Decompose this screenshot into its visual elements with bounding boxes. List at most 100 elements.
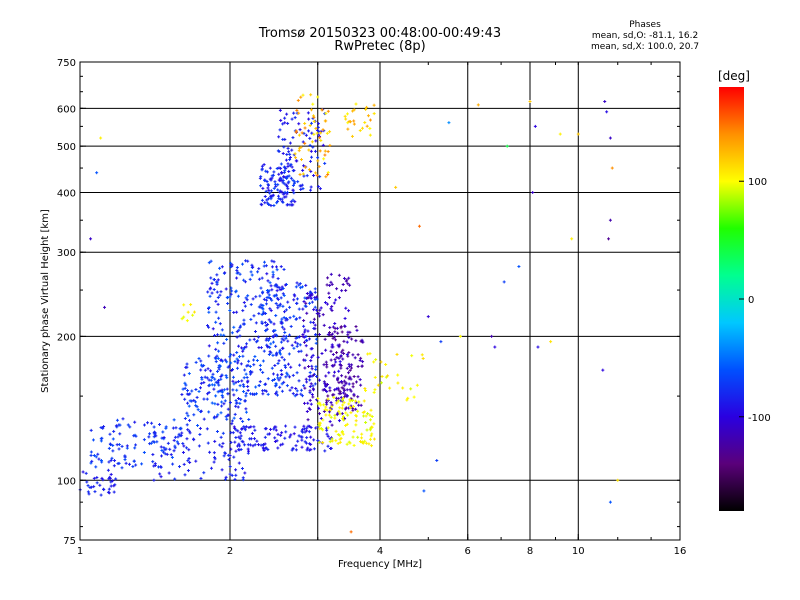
echo-point-s1-c0: [354, 413, 358, 417]
echo-point-s0-c4: [235, 266, 239, 270]
echo-point-s0-c6: [314, 333, 318, 337]
echo-point-s0-c7: [319, 417, 323, 421]
echo-point-s1-c2: [293, 152, 297, 156]
echo-point-s0-c1: [91, 438, 95, 442]
echo-point-s0-c6: [308, 290, 312, 294]
echo-point-s1-c3: [368, 126, 372, 130]
echo-point-s0-c2: [230, 473, 234, 477]
echo-point-s1-c0: [364, 420, 368, 424]
echo-point-s0-c3: [225, 387, 229, 391]
echo-point-s0-c5: [275, 439, 279, 443]
echo-point-s0-c4: [223, 358, 227, 362]
echo-point-s1-c0: [361, 410, 365, 414]
echo-point-s1-c0: [366, 412, 370, 416]
echo-point-s0-c7: [333, 388, 337, 392]
echo-point-s0-c10: [281, 137, 285, 141]
echo-point-s0-c9: [274, 184, 278, 188]
echo-point-s0-c7: [347, 362, 351, 366]
echo-point-s0-c4: [243, 280, 247, 284]
echo-point-s0-c7: [347, 382, 351, 386]
echo-point-s0-c3: [246, 385, 250, 389]
echo-point-s0-c3: [194, 360, 198, 364]
echo-point-s0-c6: [280, 337, 284, 341]
echo-point-s1-c2: [320, 108, 324, 112]
echo-point-s0-c10: [302, 174, 306, 178]
echo-point-s0-c2: [191, 437, 195, 441]
echo-point-s0-c2: [227, 458, 231, 462]
y-tick-label-4: 400: [57, 188, 76, 199]
echo-point-s0-c4: [282, 380, 286, 384]
echo-point-s0-c5: [252, 425, 256, 429]
echo-point-s0-c0: [95, 481, 99, 485]
echo-point-s1-c0: [354, 423, 358, 427]
echo-point-s0-c4: [261, 307, 265, 311]
echo-point-s0-c4: [216, 295, 220, 299]
echo-point-s0-c4: [257, 267, 261, 271]
echo-point-s0-c8: [339, 395, 343, 399]
echo-point-s0-c10: [282, 175, 286, 179]
echo-point-s0-c5: [242, 425, 246, 429]
echo-point-s0-c10: [323, 161, 327, 165]
echo-point-s0-c0: [93, 490, 97, 494]
echo-point-s0-c10: [291, 136, 295, 140]
echo-point-s0-c4: [217, 316, 221, 320]
echo-point-s0-c2: [179, 434, 183, 438]
echo-point-s0-c6: [281, 286, 285, 290]
echo-point-s0-c7: [310, 293, 314, 297]
echo-point-s0-c1: [123, 455, 127, 459]
echo-point-s0-c8: [345, 395, 349, 399]
echo-point-s0-c6: [311, 384, 315, 388]
echo-point-s0-c2: [238, 437, 242, 441]
echo-point-s0-c4: [263, 388, 267, 392]
echo-point-s0-c6: [315, 308, 319, 312]
echo-point-s0-c7: [311, 373, 315, 377]
echo-point-s0-c1: [173, 435, 177, 439]
echo-point-s0-c6: [288, 316, 292, 320]
echo-point-s0-c4: [270, 366, 274, 370]
echo-point-s0-c3: [208, 383, 212, 387]
echo-point-s0-c0: [114, 477, 118, 481]
echo-point-s0-c5: [247, 449, 251, 453]
echo-point-s2-p8: [505, 144, 509, 148]
y-tick-label-5: 500: [57, 142, 76, 153]
echo-point-s0-c5: [241, 440, 245, 444]
echo-point-s0-c4: [260, 320, 264, 324]
echo-point-s0-c4: [254, 321, 258, 325]
echo-point-s0-c0: [87, 492, 91, 496]
echo-point-s0-c9: [267, 188, 271, 192]
echo-point-s0-c10: [309, 185, 313, 189]
echo-point-s0-c4: [282, 267, 286, 271]
echo-point-s0-c4: [259, 305, 263, 309]
echo-point-s0-c5: [229, 447, 233, 451]
echo-point-s0-c2: [202, 471, 206, 475]
echo-point-s0-c6: [304, 304, 308, 308]
echo-point-s0-c7: [305, 353, 309, 357]
echo-point-s0-c0: [109, 472, 113, 476]
echo-point-s0-c0: [106, 468, 110, 472]
echo-point-s0-c6: [274, 353, 278, 357]
echo-point-s1-c2: [309, 108, 313, 112]
echo-point-s0-c6: [294, 386, 298, 390]
echo-point-s0-c4: [212, 287, 216, 291]
echo-point-s0-c7: [325, 390, 329, 394]
echo-point-s0-c7: [317, 406, 321, 410]
echo-point-s0-c4: [251, 265, 255, 269]
echo-point-s0-c10: [311, 145, 315, 149]
echo-point-s0-c4: [238, 325, 242, 329]
echo-point-s0-c3: [217, 383, 221, 387]
echo-point-s0-c4: [218, 266, 222, 270]
echo-point-s0-c4: [223, 271, 227, 275]
echo-point-s0-c2: [229, 440, 233, 444]
echo-point-s0-c7: [344, 306, 348, 310]
echo-point-s0-c6: [284, 365, 288, 369]
echo-point-s0-c7: [304, 344, 308, 348]
echo-point-s1-c2: [297, 149, 301, 153]
echo-point-s2-p24: [426, 315, 430, 319]
echo-point-s0-c7: [333, 330, 337, 334]
echo-point-s0-c8: [337, 356, 341, 360]
echo-point-s0-c4: [237, 355, 241, 359]
echo-point-s0-c4: [251, 297, 255, 301]
echo-point-s0-c8: [351, 406, 355, 410]
echo-point-s2-p28: [502, 280, 506, 284]
echo-point-s1-c3: [372, 112, 376, 116]
